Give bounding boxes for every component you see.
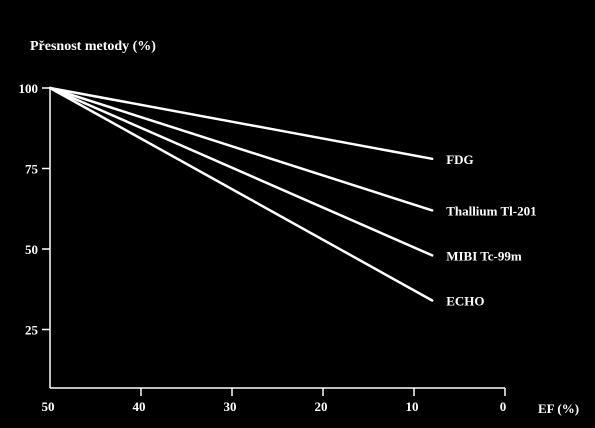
series-label: ECHO — [446, 294, 484, 309]
y-tick-label: 25 — [25, 323, 39, 338]
y-tick-label: 100 — [19, 81, 39, 96]
x-axis-title: EF (%) — [538, 401, 579, 416]
x-tick-label: 30 — [224, 399, 237, 414]
series-line — [48, 86, 434, 161]
series-label: MIBI Tc-99m — [446, 248, 522, 263]
series-lines — [48, 86, 434, 302]
series-line — [48, 86, 434, 257]
series-label: FDG — [446, 152, 473, 167]
series-labels: FDG Thallium Tl-201 MIBI Tc-99m ECHO — [446, 152, 536, 309]
x-tick-label: 20 — [315, 399, 328, 414]
series-label: Thallium Tl-201 — [446, 203, 536, 218]
y-tick-label: 75 — [25, 162, 39, 177]
y-tick-label: 50 — [25, 242, 38, 257]
y-axis-title: Přesnost metody (%) — [30, 39, 156, 54]
x-tick-label: 0 — [500, 399, 507, 414]
series-line — [48, 86, 434, 302]
series-line — [48, 86, 434, 212]
x-tick-label: 50 — [42, 399, 55, 414]
x-tick-label: 40 — [133, 399, 146, 414]
x-tick-label: 10 — [406, 399, 419, 414]
